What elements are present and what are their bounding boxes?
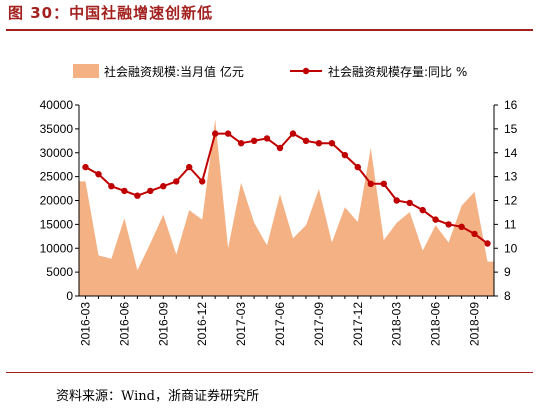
line-point — [432, 216, 439, 223]
right-axis-tick-label: 12 — [504, 194, 518, 208]
line-point — [276, 144, 284, 152]
line-point — [212, 130, 219, 137]
x-axis-tick-label: 2017-09 — [312, 302, 326, 346]
legend: 社会融资规模:当月值 亿元 社会融资规模存量:同比 % — [73, 64, 467, 79]
right-axis-tick-label: 9 — [504, 265, 511, 279]
line-point — [367, 180, 374, 187]
legend-label-line: 社会融资规模存量:同比 % — [328, 64, 467, 79]
x-axis-tick-label: 2016-03 — [79, 302, 93, 346]
x-axis-tick-label: 2018-09 — [468, 302, 482, 346]
left-axis-tick-label: 35000 — [40, 122, 74, 136]
left-axis-tick-label: 0 — [66, 289, 73, 303]
line-point — [134, 192, 141, 199]
chart: 社会融资规模:当月值 亿元 社会融资规模存量:同比 % 0 5000 10000 15… — [40, 64, 518, 346]
legend-swatch-marker — [302, 67, 310, 75]
line-point — [108, 183, 115, 190]
left-axis-tick-label: 30000 — [40, 146, 74, 160]
left-axis-tick-label: 15000 — [40, 217, 74, 231]
left-axis-tick-label: 25000 — [40, 170, 74, 184]
line-point — [458, 223, 465, 230]
line-point — [484, 240, 491, 247]
x-axis-tick-label: 2017-03 — [234, 302, 248, 346]
line-point — [406, 199, 413, 207]
x-axis-tick-label: 2016-06 — [117, 302, 131, 346]
left-axis-tick-label: 10000 — [40, 241, 74, 255]
x-axis-tick-label: 2017-12 — [351, 302, 365, 346]
line-point — [237, 140, 245, 147]
line-point — [173, 178, 180, 185]
area-series-layer — [79, 119, 494, 296]
x-axis-tick-label: 2017-06 — [273, 302, 287, 346]
line-point — [160, 183, 167, 190]
line-point — [445, 221, 452, 228]
title-divider — [6, 29, 533, 31]
line-point — [393, 197, 400, 204]
line-point — [82, 163, 89, 171]
line-point — [186, 163, 193, 171]
line-point — [95, 171, 102, 178]
left-axis-tick-label: 40000 — [40, 98, 74, 112]
right-axis-tick-label: 16 — [504, 98, 518, 112]
right-axis-tick-label: 13 — [504, 170, 518, 184]
line-point — [302, 137, 310, 144]
line-point — [380, 180, 387, 187]
x-axis-tick-label: 2018-06 — [429, 302, 443, 346]
line-series-layer — [82, 130, 491, 247]
right-axis-tick-label: 14 — [504, 146, 518, 160]
x-axis-tick-label: 2018-03 — [390, 302, 404, 346]
legend-label-area: 社会融资规模:当月值 亿元 — [104, 64, 244, 79]
line-point — [471, 230, 478, 238]
right-axis-tick-label: 10 — [504, 241, 518, 255]
x-axis-tick-label: 2016-09 — [156, 302, 170, 346]
line-point — [224, 130, 232, 137]
right-axis-tick-label: 8 — [504, 289, 511, 303]
source-divider — [6, 372, 533, 373]
line-point — [315, 140, 323, 147]
right-axis-tick-label: 15 — [504, 122, 518, 136]
line-point — [250, 137, 258, 144]
line-point — [354, 163, 361, 171]
legend-swatch-area — [73, 64, 99, 78]
line-point — [147, 187, 154, 195]
axes: 0 5000 10000 15000 20000 25000 30000 35000 40000… — [40, 98, 518, 346]
left-axis-tick-label: 20000 — [40, 194, 74, 208]
line-point — [263, 135, 271, 142]
source-note: 资料来源：Wind，浙商证券研究所 — [56, 389, 259, 404]
line-point — [121, 187, 128, 195]
right-axis-tick-label: 11 — [504, 217, 517, 231]
line-point — [419, 206, 426, 214]
line-point — [199, 178, 206, 185]
x-axis-tick-label: 2016-12 — [195, 302, 209, 346]
line-point — [341, 151, 349, 159]
line-point — [289, 130, 297, 137]
area-series — [79, 119, 494, 296]
line-point — [328, 140, 336, 147]
left-axis-tick-label: 5000 — [46, 265, 73, 279]
figure-title: 图 30：中国社融增速创新低 — [8, 4, 214, 22]
